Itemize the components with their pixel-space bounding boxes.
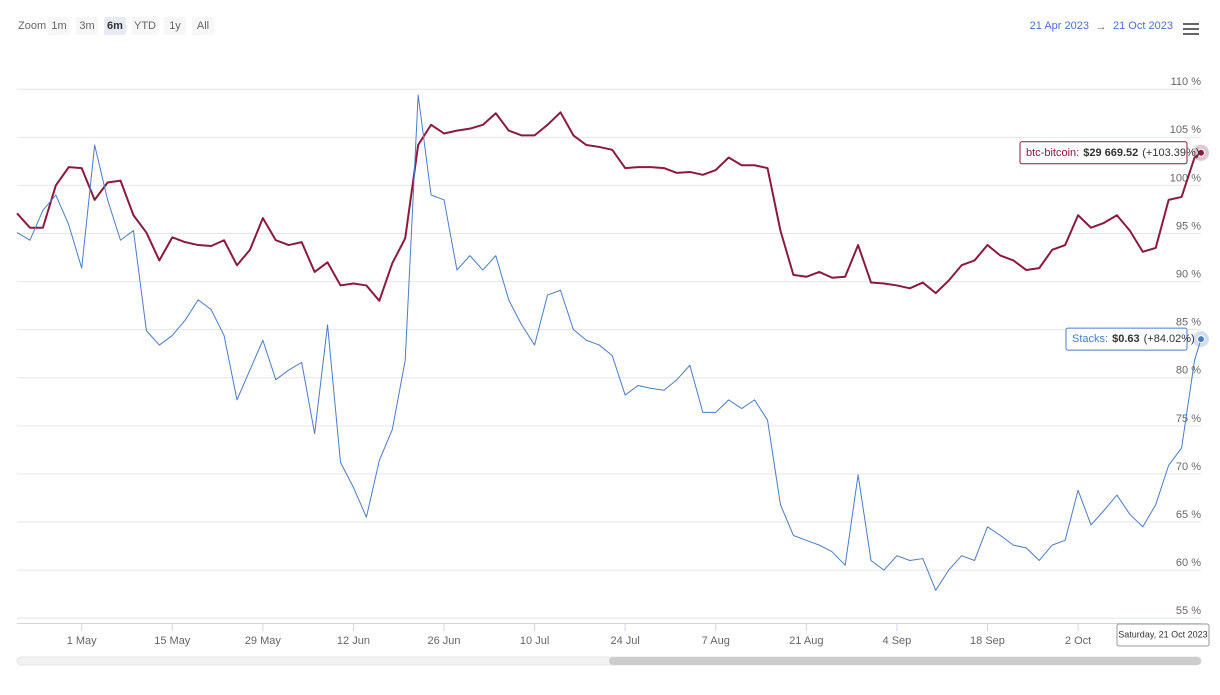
y-tick-label: 110 %	[1171, 76, 1202, 88]
x-tooltip-box	[1116, 623, 1210, 647]
y-tick-label: 55 %	[1176, 605, 1201, 617]
tooltip-series: Stacks:	[1072, 333, 1108, 345]
x-tick-label: 4 Sep	[883, 635, 912, 647]
y-tick-label: 85 %	[1176, 317, 1201, 329]
tooltip-change: (+103.39%)	[1142, 147, 1199, 159]
y-tick-label: 105 %	[1170, 124, 1201, 136]
range-button-label: All	[197, 20, 209, 32]
y-tick-label: 95 %	[1176, 220, 1201, 232]
range-button-label: 1m	[51, 20, 66, 32]
range-button-bg	[104, 17, 126, 35]
range-button[interactable]: 3m	[76, 17, 98, 35]
range-button-label: 3m	[79, 20, 94, 32]
x-tick-label: 15 May	[154, 635, 191, 647]
range-to[interactable]: 21 Oct 2023	[1113, 20, 1173, 32]
range-button[interactable]: 1m	[48, 17, 70, 35]
tooltip-price: $29 669.52	[1083, 147, 1138, 159]
x-tick-label: 2 Oct	[1065, 635, 1091, 647]
y-tick-label: 70 %	[1176, 461, 1201, 473]
x-tick-label: 18 Sep	[970, 635, 1005, 647]
zoom-label: Zoom	[18, 20, 46, 32]
x-tick-label: 12 Jun	[337, 635, 370, 647]
range-button-bg	[48, 17, 70, 35]
tooltip-text: Stacks: $0.63 (+84.02%)	[1072, 333, 1195, 345]
x-tooltip-text: Saturday, 21 Oct 2023	[1118, 629, 1207, 639]
scrollbar-thumb[interactable]	[609, 657, 1201, 665]
x-tick-label: 7 Aug	[702, 635, 730, 647]
range-button-label: 1y	[169, 20, 181, 32]
y-tick-label: 90 %	[1176, 268, 1201, 280]
range-button-bg	[164, 17, 186, 35]
menu-bar	[1183, 33, 1199, 35]
tooltip-box	[1019, 141, 1188, 165]
x-tick-label: 26 Jun	[428, 635, 461, 647]
tooltip-price: $0.63	[1112, 333, 1140, 345]
tooltip: Stacks: $0.63 (+84.02%)	[1065, 327, 1195, 351]
menu-button[interactable]	[1183, 23, 1199, 35]
tooltip-text: btc-bitcoin: $29 669.52 (+103.39%)	[1026, 147, 1199, 159]
range-separator: →	[1096, 21, 1107, 33]
range-button[interactable]: 1y	[164, 17, 186, 35]
y-tick-label: 65 %	[1176, 509, 1201, 521]
y-tick-label: 75 %	[1176, 413, 1201, 425]
x-tick-label: 29 May	[245, 635, 282, 647]
range-button-bg	[132, 17, 158, 35]
menu-bar	[1183, 28, 1199, 30]
y-tick-label: 100 %	[1170, 172, 1201, 184]
tooltip: btc-bitcoin: $29 669.52 (+103.39%)	[1019, 141, 1199, 165]
x-tick-label: 10 Jul	[520, 635, 549, 647]
tooltip-change: (+84.02%)	[1144, 333, 1195, 345]
y-tick-label: 60 %	[1176, 557, 1201, 569]
range-from[interactable]: 21 Apr 2023	[1030, 20, 1089, 32]
range-button-bg	[192, 17, 214, 35]
range-button[interactable]: All	[192, 17, 214, 35]
tooltip-box	[1065, 327, 1188, 351]
x-tick-label: 24 Jul	[610, 635, 639, 647]
x-tick-label: 1 May	[67, 635, 97, 647]
menu-bar	[1183, 23, 1199, 25]
tooltip-series: btc-bitcoin:	[1026, 147, 1079, 159]
y-tick-label: 80 %	[1176, 365, 1201, 377]
end-marker	[1197, 335, 1205, 344]
range-button-label: YTD	[134, 20, 156, 32]
range-button[interactable]: 6m	[104, 17, 126, 35]
range-button[interactable]: YTD	[132, 17, 158, 35]
range-button-bg	[76, 17, 98, 35]
x-tick-label: 21 Aug	[789, 635, 823, 647]
series-line	[16, 94, 1202, 591]
x-tooltip: Saturday, 21 Oct 2023	[1116, 623, 1210, 647]
series-line	[16, 111, 1202, 302]
range-button-label: 6m	[107, 20, 123, 32]
end-marker	[1197, 148, 1205, 157]
